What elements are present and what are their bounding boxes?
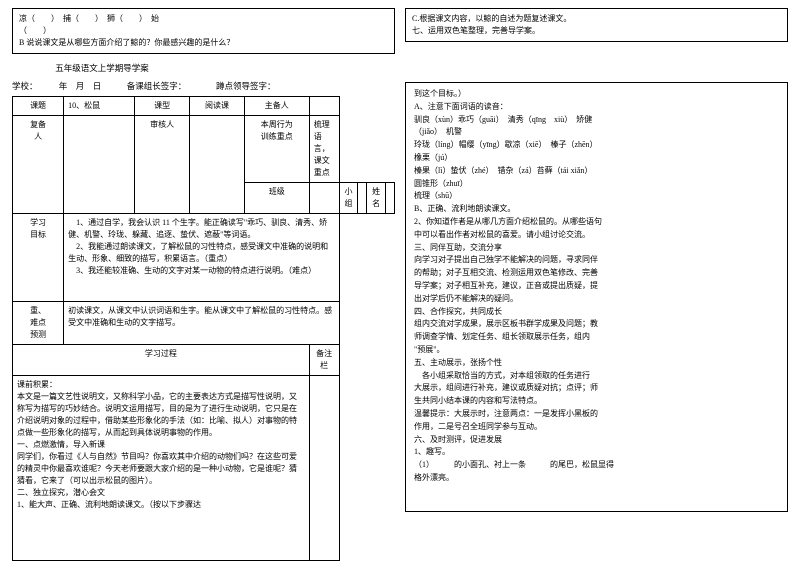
fill-blank-line: 凉（ ） 捕（ ） 狮（ ） 始 [19,13,388,25]
label-class: 班级 [244,183,309,214]
notes-header: 备注栏 [309,345,339,376]
label-group: 小组 [339,183,358,214]
right-line: （jiǎo） 机警 [414,126,779,139]
notes-col [309,376,339,561]
top-left-box: 凉（ ） 捕（ ） 狮（ ） 始 （ ） B 说说课文是从哪些方面介绍了鲸的？你… [12,8,395,54]
process-content: 课前积累： 本文是一篇文艺性说明文，又称科学小品，它的主要表达方式是描写性说明，… [13,376,310,561]
right-line: 导学案；对子相互补充，建议，正音或提出质疑，提 [414,280,779,293]
label-week: 本周行为训练重点 [244,116,309,183]
doc-title: 五年级语文上学期导学案 [12,62,192,74]
right-line: 的帮助；对子互相交流、检测运用双色笔修改、完善 [414,267,779,280]
label-goals: 学习 目标 [13,214,64,302]
right-line: 中可以看出作者对松鼠的喜爱。请小组讨论交流。 [414,229,779,242]
right-line: 榛果（lì）蛰伏（zhé） 错杂（zá）苔藓（tái xiǎn） [414,165,779,178]
right-line: 圆锥形（zhuī） [414,178,779,191]
top-right-box: C.根据课文内容，以鲸的自述为题复述课文。 七、运用双色笔整理，完善导学案。 [405,8,788,42]
val-group [358,183,367,214]
right-line: 三、同伴互助，交流分享 [414,242,779,255]
val-week: 梳理语言，课文重点 [309,116,339,183]
right-line: 驯良（xùn）乖巧（guāi） 清秀（qīng xiù） 矫健 [414,114,779,127]
right-line: 大展示，组间进行补充，建议或质疑对抗；点评；师 [414,382,779,395]
right-line: A、注意下面词语的读音： [414,101,779,114]
right-line: "预展"。 [414,344,779,357]
item-c: C.根据课文内容，以鲸的自述为题复述课文。 [412,13,781,25]
right-line: 2、你知道作者是从哪几方面介绍松鼠的。从哪些语句 [414,216,779,229]
right-line: 温馨提示：大展示时，注意两点：一是发挥小黑板的 [414,408,779,421]
process-header: 学习过程 [13,345,310,376]
question-b: B 说说课文是从哪些方面介绍了鲸的？你最感兴趣的是什么？ [19,37,388,49]
label-reviewer: 复备人 [13,116,64,214]
right-line: （1） 的小面孔、衬上一条 的尾巴，松鼠显得 [414,459,779,472]
right-panel: 到这个目标。）A、注意下面词语的读音：驯良（xùn）乖巧（guāi） 清秀（qī… [405,82,788,512]
label-type: 课型 [135,97,190,116]
goals-content: 1、通过自学，我会认识 11 个生字。能正确读写"乖巧、驯良、清秀、矫健、机警、… [64,214,340,302]
blank1 [64,116,135,214]
label-name: 姓名 [367,183,386,214]
school-line: 学校： 年 月 日 备课组长签字： 蹲点领导签字： [12,78,395,96]
hard-content: 初读课文，从课文中认识词语和生字。能从课文中了解松鼠的习性特点。感受文中准确和生… [64,302,340,345]
label-author: 主备人 [244,97,309,116]
right-line: 1、趣写。 [414,446,779,459]
right-line: 向学习对子提出自己独学不能解决的问题，寻求同伴 [414,254,779,267]
right-line: 组内交流对学成果，展示区板书群学成果及问题；教 [414,318,779,331]
right-line: 到这个目标。） [414,88,779,101]
val-name [385,183,394,214]
item-7: 七、运用双色笔整理，完善导学案。 [412,25,781,37]
right-line: 五、主动展示，张扬个性 [414,357,779,370]
right-line: 四、合作探究，共同成长 [414,306,779,319]
label-auditor: 审核人 [135,116,190,214]
fill-blank-line2: （ ） [19,25,388,37]
val-author [309,97,339,116]
val-topic: 10、松鼠 [64,97,135,116]
right-line: 各小组采取恰当的方式，对本组领取的任务进行 [414,370,779,383]
label-topic: 课题 [13,97,64,116]
val-class [309,183,339,214]
blank2 [190,116,245,214]
right-line: 出对学后仍不能解决的疑问。 [414,293,779,306]
right-line: 格外漂亮。 [414,472,779,485]
info-table: 课题 10、松鼠 课型 阅读课 主备人 复备人 审核人 本周行为训练重点 梳理语… [12,96,395,561]
right-line: 作用，二是号召全班同学参与互动。 [414,421,779,434]
right-line: 橡栗（jú） [414,152,779,165]
label-hard: 重、 难点 预测 [13,302,64,345]
right-line: 师调查学情、划定任务、组长领取展示任务，组内 [414,331,779,344]
mid-header: 五年级语文上学期导学案 [12,60,395,78]
right-line: B、正确、流利地朗读课文。 [414,203,779,216]
val-type: 阅读课 [190,97,245,116]
right-line: 玲珑（líng）帽缨（yīng）歇凉（xiē） 榛子（zhēn） [414,139,779,152]
right-line: 生共同小结本课的内容和写法特点。 [414,395,779,408]
right-line: 梳理（shū） [414,190,779,203]
right-line: 六、及时测评，促进发展 [414,434,779,447]
